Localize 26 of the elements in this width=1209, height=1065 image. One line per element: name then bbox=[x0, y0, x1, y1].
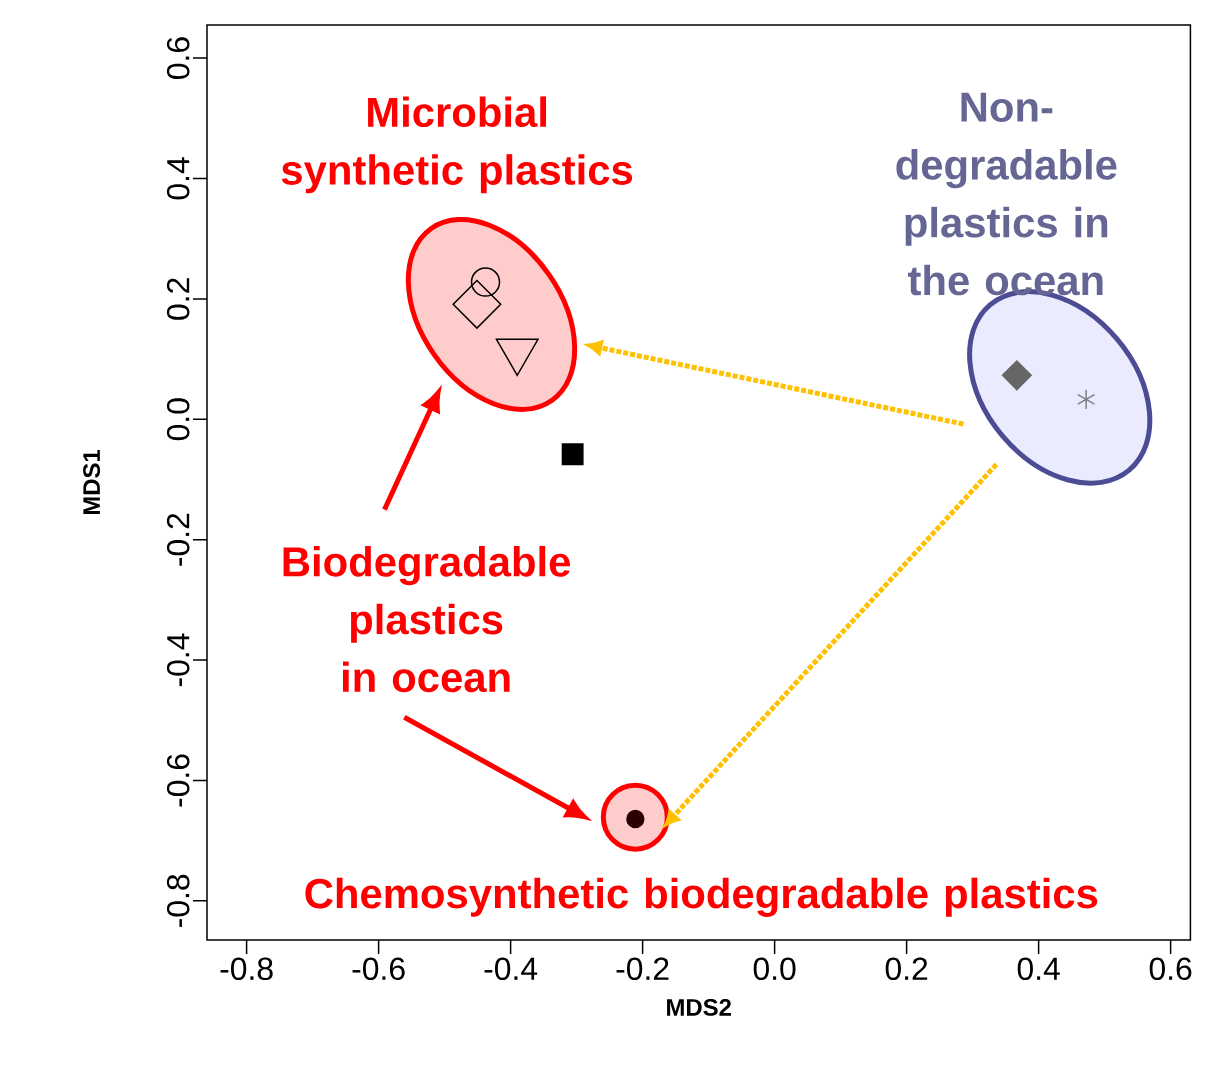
point bbox=[561, 443, 584, 466]
annotation: Chemosynthetic biodegradable plastics bbox=[305, 877, 1098, 917]
annotation: Microbial synthetic plastics bbox=[281, 96, 633, 194]
annotation: Non-degradable plastics in the ocean bbox=[896, 92, 1117, 296]
x-tick-label: 0.0 bbox=[753, 957, 796, 981]
annotation: Biodegradable plastics in ocean bbox=[283, 545, 571, 693]
y-axis-title: MDS1 bbox=[83, 449, 101, 515]
x-tick-label: 0.6 bbox=[1149, 957, 1192, 981]
y-tick-label: -0.4 bbox=[166, 633, 190, 687]
x-axis-title: MDS2 bbox=[667, 998, 731, 1016]
y-tick-label: -0.6 bbox=[166, 754, 190, 807]
y-tick-label: -0.8 bbox=[166, 874, 190, 927]
y-tick-label: 0.4 bbox=[166, 157, 190, 200]
point bbox=[470, 267, 501, 297]
y-tick-label: 0.6 bbox=[166, 37, 190, 79]
x-tick-label: -0.2 bbox=[616, 957, 669, 981]
x-tick-label: -0.4 bbox=[484, 957, 538, 981]
x-tick-label: 0.4 bbox=[1017, 957, 1060, 981]
y-tick-label: -0.2 bbox=[166, 513, 190, 566]
x-tick-label: -0.6 bbox=[352, 957, 405, 981]
y-tick-label: 0.2 bbox=[166, 278, 190, 320]
y-tick-label: 0.0 bbox=[166, 398, 190, 441]
point bbox=[1077, 389, 1096, 410]
x-tick-label: -0.8 bbox=[220, 957, 273, 981]
x-tick-label: 0.2 bbox=[885, 957, 928, 981]
point bbox=[1001, 360, 1032, 391]
